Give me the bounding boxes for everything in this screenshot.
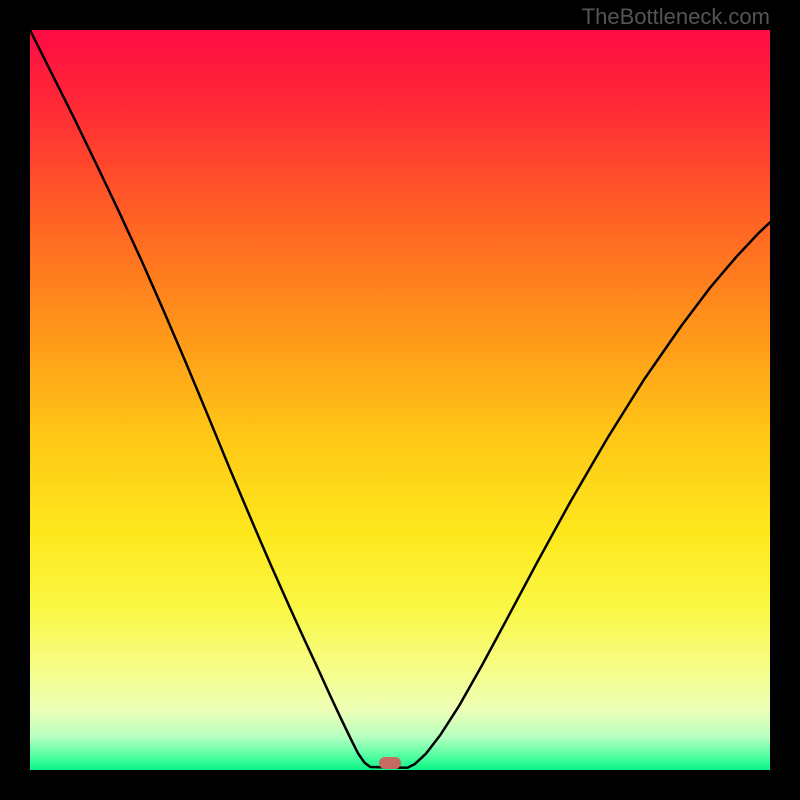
bottleneck-curve (30, 30, 770, 770)
optimal-point-marker (379, 757, 401, 769)
chart-container: TheBottleneck.com (0, 0, 800, 800)
plot-area (30, 30, 770, 770)
watermark-text: TheBottleneck.com (582, 4, 770, 30)
